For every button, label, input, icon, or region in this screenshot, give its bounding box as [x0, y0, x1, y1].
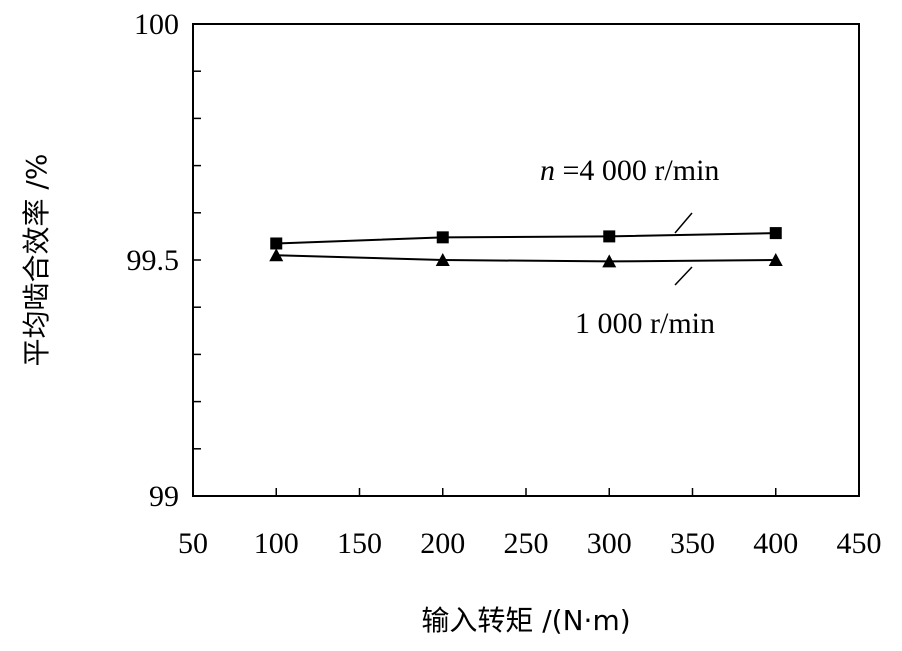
data-point-square: [603, 230, 616, 243]
data-point-triangle: [768, 253, 783, 266]
data-point-triangle: [435, 253, 450, 266]
x-tick-label: 250: [504, 527, 549, 560]
x-tick-label: 350: [670, 527, 715, 560]
data-point-triangle: [269, 248, 284, 262]
series-layer: [269, 227, 783, 268]
data-point-square: [270, 237, 283, 250]
series-label-4000-leader: [674, 212, 693, 234]
svg-text:n =4 000 r/min: n =4 000 r/min: [540, 154, 719, 187]
series-label-4000-rest: =4 000 r/min: [555, 154, 719, 187]
y-axis-title: 平均啮合效率 /%: [20, 154, 53, 367]
x-tick-label: 150: [337, 527, 382, 560]
series-label-4000-italic-n: n: [540, 154, 555, 187]
x-tick-label: 200: [420, 527, 465, 560]
series-label-1000-text: 1 000 r/min: [575, 307, 715, 340]
x-tick-label: 400: [753, 527, 798, 560]
series-line-0: [276, 232, 776, 245]
series-label-1000: 1 000 r/min: [575, 266, 715, 340]
x-tick-label: 100: [254, 527, 299, 560]
x-tick-label: 450: [837, 527, 882, 560]
y-axis: 99 99.5 100: [127, 8, 201, 513]
series-label-4000: n =4 000 r/min: [540, 154, 719, 234]
data-point-square: [769, 227, 782, 240]
data-point-square: [436, 231, 449, 244]
y-tick-label: 99: [149, 480, 179, 513]
y-tick-label: 100: [134, 8, 179, 41]
data-point-triangle: [602, 254, 617, 268]
series-line-1: [276, 254, 776, 263]
x-axis-title: 输入转矩 /(N·m): [421, 604, 630, 637]
x-tick-label: 50: [178, 527, 208, 560]
x-tick-label: 300: [587, 527, 632, 560]
x-axis: 50 100 150 200 250 300 350 400 450: [178, 488, 882, 560]
series-label-1000-leader: [674, 266, 693, 286]
y-tick-label: 99.5: [127, 244, 180, 277]
